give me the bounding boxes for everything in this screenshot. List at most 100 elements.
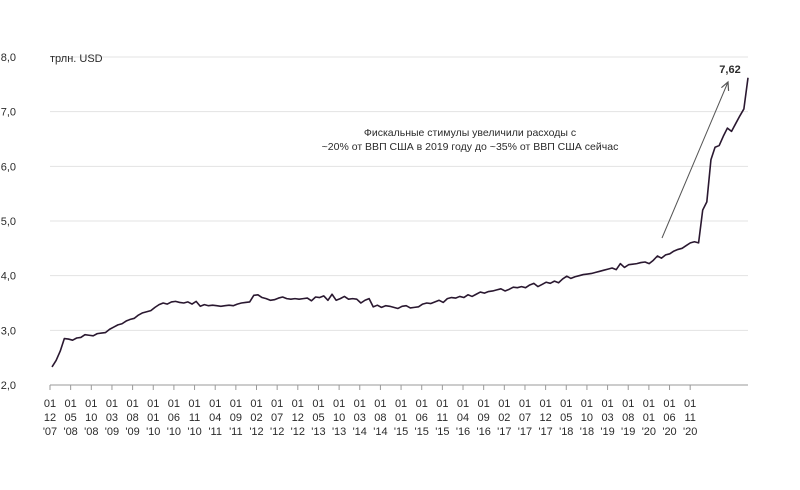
x-tick-label: '12 bbox=[270, 426, 284, 438]
x-tick-label: 11 bbox=[684, 412, 695, 424]
x-tick-label: '16 bbox=[476, 426, 490, 438]
x-tick-label: '10 bbox=[146, 426, 160, 438]
x-tick-label: 11 bbox=[189, 412, 200, 424]
x-tick-label: 01 bbox=[292, 398, 304, 410]
x-tick-label: 01 bbox=[643, 412, 655, 424]
x-tick-label: 08 bbox=[126, 412, 138, 424]
x-tick-label: '07 bbox=[43, 426, 57, 438]
x-tick-label: '10 bbox=[167, 426, 181, 438]
y-tick-label: 3,0 bbox=[1, 325, 16, 337]
x-tick-label: '08 bbox=[63, 426, 77, 438]
x-tick-label: 01 bbox=[498, 398, 510, 410]
x-tick-label: 04 bbox=[457, 412, 469, 424]
x-tick-label: 01 bbox=[663, 398, 675, 410]
x-tick-label: 01 bbox=[312, 398, 324, 410]
x-tick-label: '11 bbox=[208, 426, 222, 438]
x-tick-label: 01 bbox=[622, 398, 634, 410]
x-tick-label: 08 bbox=[622, 412, 634, 424]
y-tick-label: 6,0 bbox=[1, 161, 16, 173]
x-tick-label: '10 bbox=[187, 426, 201, 438]
last-value-label: 7,62 bbox=[719, 64, 740, 76]
x-tick-label: 01 bbox=[230, 398, 242, 410]
x-tick-label: 05 bbox=[312, 412, 324, 424]
x-tick-label: 07 bbox=[519, 412, 531, 424]
x-tick-label: 03 bbox=[354, 412, 366, 424]
x-tick-label: 06 bbox=[663, 412, 675, 424]
x-tick-label: '09 bbox=[125, 426, 139, 438]
x-tick-label: 06 bbox=[168, 412, 180, 424]
x-tick-label: '17 bbox=[497, 426, 511, 438]
x-tick-label: 01 bbox=[147, 398, 159, 410]
x-tick-label: '17 bbox=[518, 426, 532, 438]
x-tick-label: '12 bbox=[249, 426, 263, 438]
x-tick-label: '09 bbox=[105, 426, 119, 438]
x-tick-label: '17 bbox=[538, 426, 552, 438]
x-tick-label: '08 bbox=[84, 426, 98, 438]
x-tick-label: 01 bbox=[684, 398, 696, 410]
x-tick-label: 01 bbox=[601, 398, 613, 410]
x-tick-label: 07 bbox=[271, 412, 283, 424]
x-tick-label: 01 bbox=[539, 398, 551, 410]
x-tick-label: 09 bbox=[478, 412, 490, 424]
x-tick-label: '16 bbox=[456, 426, 470, 438]
x-tick-label: 01 bbox=[354, 398, 366, 410]
x-axis-ticks: 01 12 '07 01 05 '08 01 10 '08 01 03 '09 01 08 '09 01 01 '… bbox=[43, 385, 697, 438]
x-tick-label: 06 bbox=[416, 412, 428, 424]
y-tick-label: 8,0 bbox=[1, 52, 16, 64]
x-tick-label: 01 bbox=[457, 398, 469, 410]
annotation-line-1: Фискальные стимулы увеличили расходы с bbox=[364, 127, 576, 139]
x-tick-label: 01 bbox=[147, 412, 159, 424]
x-tick-label: 01 bbox=[519, 398, 531, 410]
x-tick-label: 01 bbox=[478, 398, 490, 410]
x-tick-label: 10 bbox=[581, 412, 593, 424]
x-tick-label: 03 bbox=[601, 412, 613, 424]
x-tick-label: 12 bbox=[539, 412, 551, 424]
x-tick-label: '13 bbox=[311, 426, 325, 438]
x-tick-label: '11 bbox=[229, 426, 243, 438]
x-tick-label: '14 bbox=[373, 426, 387, 438]
x-tick-label: 01 bbox=[333, 398, 345, 410]
x-tick-label: 01 bbox=[436, 398, 448, 410]
x-tick-label: 10 bbox=[85, 412, 97, 424]
x-tick-label: 04 bbox=[209, 412, 221, 424]
x-tick-label: 01 bbox=[85, 398, 97, 410]
x-tick-label: 01 bbox=[271, 398, 283, 410]
x-tick-label: 01 bbox=[65, 398, 77, 410]
x-tick-label: 02 bbox=[498, 412, 510, 424]
series-line bbox=[51, 77, 749, 368]
x-tick-label: 01 bbox=[44, 398, 56, 410]
x-tick-label: '20 bbox=[683, 426, 697, 438]
x-tick-label: '20 bbox=[642, 426, 656, 438]
x-tick-label: '19 bbox=[621, 426, 635, 438]
x-tick-label: 01 bbox=[209, 398, 221, 410]
y-tick-label: 2,0 bbox=[1, 380, 16, 392]
x-tick-label: 01 bbox=[560, 398, 572, 410]
x-tick-label: '15 bbox=[435, 426, 449, 438]
x-tick-label: 08 bbox=[374, 412, 386, 424]
x-tick-label: '18 bbox=[580, 426, 594, 438]
x-tick-label: 05 bbox=[560, 412, 572, 424]
x-tick-label: '18 bbox=[559, 426, 573, 438]
x-tick-label: '19 bbox=[600, 426, 614, 438]
x-tick-label: 01 bbox=[126, 398, 138, 410]
y-tick-label: 7,0 bbox=[1, 107, 16, 119]
x-tick-label: 09 bbox=[230, 412, 242, 424]
x-tick-label: 01 bbox=[581, 398, 593, 410]
y-axis-ticks: 2,0 3,0 4,0 5,0 6,0 7,0 8,0 bbox=[1, 52, 16, 392]
x-tick-label: 02 bbox=[250, 412, 262, 424]
x-tick-label: 01 bbox=[168, 398, 180, 410]
y-tick-label: 5,0 bbox=[1, 216, 16, 228]
x-tick-label: 01 bbox=[643, 398, 655, 410]
x-tick-label: 12 bbox=[44, 412, 56, 424]
x-tick-label: 12 bbox=[292, 412, 304, 424]
x-tick-label: '15 bbox=[394, 426, 408, 438]
gridlines bbox=[50, 56, 748, 331]
x-tick-label: '12 bbox=[291, 426, 305, 438]
x-tick-label: 01 bbox=[106, 398, 118, 410]
x-tick-label: 10 bbox=[333, 412, 345, 424]
x-tick-label: '13 bbox=[332, 426, 346, 438]
x-tick-label: 01 bbox=[395, 412, 407, 424]
x-tick-label: 01 bbox=[395, 398, 407, 410]
x-tick-label: 01 bbox=[188, 398, 200, 410]
